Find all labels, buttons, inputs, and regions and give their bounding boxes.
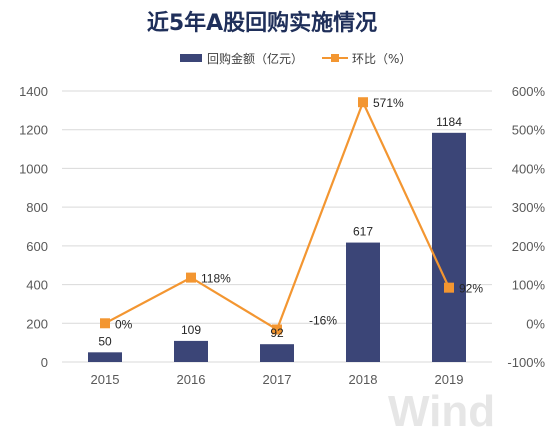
bar-value-label: 109 bbox=[181, 323, 201, 337]
legend-label-line: 环比（%） bbox=[352, 52, 411, 66]
y-left-tick-label: 1200 bbox=[19, 123, 48, 138]
bar bbox=[260, 344, 294, 362]
data-labels: 50 109 92 617 1184 0% 118% -16% 571% 92% bbox=[98, 96, 483, 348]
watermark-logo: Wind bbox=[388, 387, 495, 435]
y-right-tick-label: 500% bbox=[512, 123, 546, 138]
line-marker bbox=[272, 324, 282, 335]
legend: 回购金额（亿元） 环比（%） bbox=[180, 51, 411, 66]
y-right-tick-label: 0% bbox=[526, 316, 545, 331]
line-value-label: 92% bbox=[459, 282, 483, 296]
bar bbox=[88, 352, 122, 362]
y-right-tick-label: 300% bbox=[512, 200, 546, 215]
y-left-tick-label: 0 bbox=[41, 355, 48, 370]
bar-value-label: 617 bbox=[353, 225, 373, 239]
y-right-tick-label: 400% bbox=[512, 161, 546, 176]
bar bbox=[346, 242, 380, 362]
bar bbox=[432, 132, 466, 362]
line-marker bbox=[444, 282, 454, 293]
line-path bbox=[104, 99, 450, 332]
y-left-tick-label: 200 bbox=[26, 316, 48, 331]
legend-swatch-marker bbox=[331, 54, 339, 62]
chart-title: 近5年A股回购实施情况 bbox=[147, 10, 377, 36]
y-left-tick-label: 600 bbox=[26, 239, 48, 254]
y-left-tick-label: 800 bbox=[26, 200, 48, 215]
x-tick-label: 2015 bbox=[91, 372, 120, 387]
y-axis-right: -100% 0% 100% 200% 300% 400% 500% 600% bbox=[507, 84, 545, 370]
gridlines bbox=[62, 90, 492, 363]
line-value-label: 0% bbox=[115, 317, 133, 331]
line-series bbox=[100, 97, 454, 335]
bar-series bbox=[88, 132, 466, 362]
y-axis-left: 0 200 400 600 800 1000 1200 1400 bbox=[19, 84, 48, 370]
line-value-label: 118% bbox=[201, 272, 231, 286]
bar bbox=[174, 340, 208, 362]
y-right-tick-label: 600% bbox=[512, 84, 546, 99]
line-value-label: -16% bbox=[309, 313, 337, 327]
legend-label-bar: 回购金额（亿元） bbox=[207, 51, 303, 66]
y-left-tick-label: 1000 bbox=[19, 161, 48, 176]
x-tick-label: 2017 bbox=[263, 372, 292, 387]
bar-value-label: 50 bbox=[98, 334, 112, 348]
line-marker bbox=[186, 272, 196, 283]
legend-swatch-bar bbox=[180, 54, 202, 62]
x-axis: 2015 2016 2017 2018 2019 bbox=[91, 372, 464, 387]
y-left-tick-label: 1400 bbox=[19, 84, 48, 99]
line-value-label: 571% bbox=[373, 96, 404, 110]
line-marker bbox=[358, 97, 368, 108]
bar-value-label: 1184 bbox=[436, 115, 462, 129]
bar-value-label: 92 bbox=[270, 326, 284, 340]
line-marker bbox=[100, 318, 110, 329]
x-tick-label: 2016 bbox=[177, 372, 206, 387]
y-right-tick-label: 100% bbox=[512, 278, 546, 293]
y-left-tick-label: 400 bbox=[26, 278, 48, 293]
x-tick-label: 2019 bbox=[435, 372, 464, 387]
x-tick-label: 2018 bbox=[349, 372, 378, 387]
y-right-tick-label: 200% bbox=[512, 239, 546, 254]
y-right-tick-label: -100% bbox=[507, 355, 545, 370]
